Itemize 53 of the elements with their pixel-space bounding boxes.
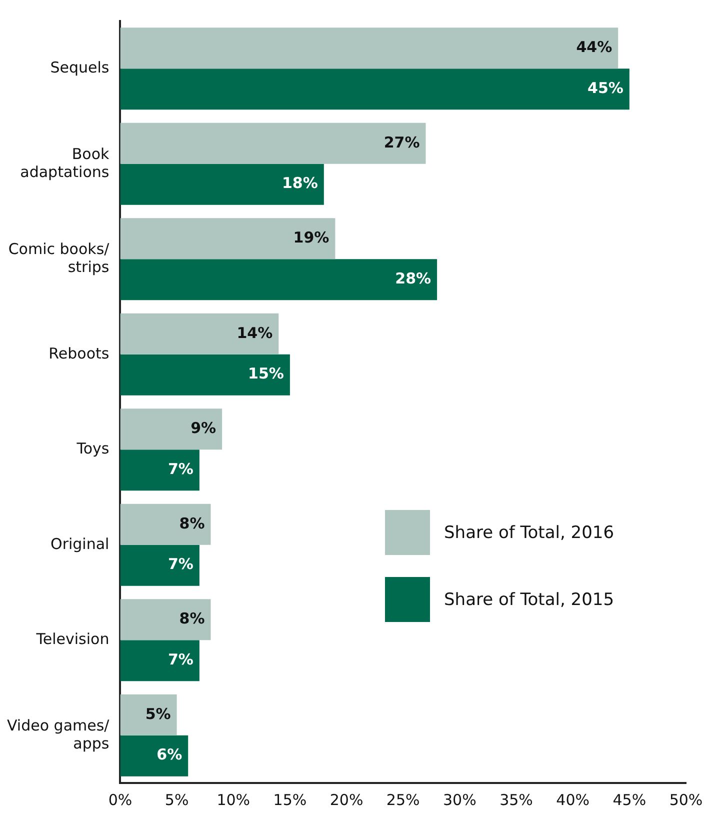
data-label: 8% [179, 610, 205, 628]
x-tick-label: 50% [669, 790, 703, 809]
data-label: 45% [588, 78, 624, 97]
data-label: 8% [179, 514, 205, 532]
data-label: 6% [156, 746, 182, 764]
bar [120, 735, 188, 776]
x-tick-label: 45% [612, 790, 646, 809]
y-tick-label: Original [50, 534, 110, 553]
data-label: 44% [576, 38, 612, 56]
bar [120, 68, 630, 110]
y-tick-label: Book adaptations [20, 144, 110, 181]
text: Share of Total, 2016 [444, 522, 614, 542]
data-label: 7% [168, 650, 194, 668]
data-label: 19% [293, 228, 330, 247]
x-tick-label: 10% [216, 790, 250, 809]
bar [120, 544, 200, 586]
y-tick-label: Comic books/ strips [8, 240, 110, 276]
y-tick-label: Reboots [48, 344, 110, 362]
bar [120, 164, 324, 205]
bar [120, 313, 279, 354]
y-tick-label: Toys [76, 440, 110, 458]
bar [120, 450, 200, 491]
x-tick-label: 40% [556, 790, 590, 809]
bar [120, 504, 211, 545]
x-tick-label: 15% [273, 790, 307, 809]
text: Share of Total, 2015 [444, 590, 614, 610]
x-tick-label: 5% [164, 790, 189, 809]
data-label: 9% [190, 419, 216, 438]
bar [120, 259, 438, 300]
bar [120, 28, 618, 69]
data-label: 18% [282, 174, 318, 192]
x-tick-label: 20% [330, 790, 364, 809]
bar [120, 640, 200, 682]
data-label: 15% [248, 364, 284, 383]
data-label: 7% [168, 460, 194, 478]
x-tick-label: 30% [443, 790, 476, 809]
data-label: 28% [395, 269, 432, 288]
bar [120, 218, 336, 260]
x-tick-label: 0% [108, 790, 132, 809]
bar [120, 122, 426, 164]
y-tick-label: Video games/ apps [7, 716, 110, 752]
bar [120, 599, 211, 640]
y-tick-label: Sequels [50, 58, 110, 77]
data-label: 27% [384, 133, 420, 152]
bar [120, 354, 290, 396]
data-label: 14% [236, 324, 273, 342]
x-tick-label: 25% [386, 790, 420, 809]
data-label: 5% [145, 704, 171, 723]
bar [120, 694, 177, 736]
x-tick-label: 35% [500, 790, 533, 809]
data-label: 7% [168, 555, 194, 574]
y-tick-label: Television [35, 630, 110, 648]
bar [120, 408, 222, 450]
